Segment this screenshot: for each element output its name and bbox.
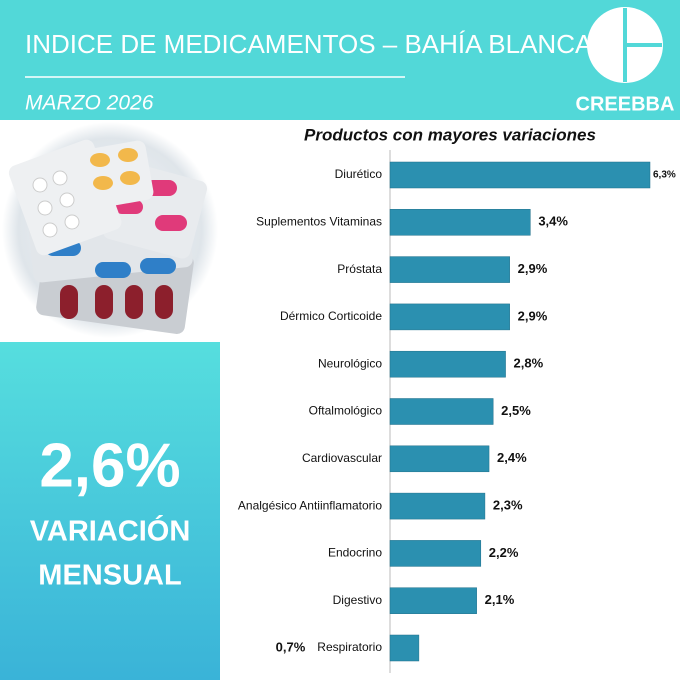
bar: [389, 540, 482, 567]
value-label: 2,9%: [518, 308, 548, 323]
header-date: MARZO 2026: [25, 92, 154, 115]
category-label: Cardiovascular: [302, 451, 382, 465]
highlight-panel: [0, 342, 220, 680]
value-label: 2,5%: [501, 403, 531, 418]
header-title: INDICE DE MEDICAMENTOS – BAHÍA BLANCA: [25, 29, 593, 59]
value-label: 2,4%: [497, 450, 527, 465]
bar: [389, 350, 506, 378]
logo: [587, 7, 663, 83]
category-label: Próstata: [337, 262, 382, 276]
category-label: Suplementos Vitaminas: [256, 214, 382, 228]
pills-illustration: [2, 122, 218, 338]
bar: [389, 587, 477, 614]
bar: [389, 161, 651, 189]
highlight-line: MENSUAL: [38, 560, 181, 592]
bar: [389, 209, 531, 236]
chart-title: Productos con mayores variaciones: [304, 125, 596, 144]
highlight-line: VARIACIÓN: [30, 514, 191, 548]
category-label: Respiratorio: [317, 640, 382, 654]
value-label: 6,3%: [653, 170, 676, 181]
brand: CREEBBA: [576, 93, 675, 115]
highlight-value: 2,6%: [39, 431, 180, 500]
category-label: Neurológico: [318, 356, 382, 370]
bar: [389, 398, 494, 425]
bar: [389, 445, 490, 473]
value-label: 2,8%: [514, 356, 544, 371]
bar: [389, 303, 510, 331]
bar: [389, 492, 486, 520]
category-label: Oftalmológico: [309, 404, 383, 418]
value-label: 3,4%: [538, 214, 568, 229]
header-band: [0, 0, 680, 120]
value-label: 2,2%: [489, 545, 519, 560]
value-label: 2,1%: [485, 592, 515, 607]
value-label: 2,3%: [493, 498, 523, 513]
bar: [389, 634, 420, 662]
category-label: Analgésico Antiinflamatorio: [238, 498, 382, 512]
value-label: 0,7%: [276, 639, 306, 654]
category-label: Endocrino: [328, 546, 382, 560]
category-label: Diurético: [335, 167, 383, 181]
category-label: Digestivo: [333, 593, 383, 607]
bar: [389, 256, 510, 283]
category-label: Dérmico Corticoide: [280, 309, 382, 323]
value-label: 2,9%: [518, 261, 548, 276]
